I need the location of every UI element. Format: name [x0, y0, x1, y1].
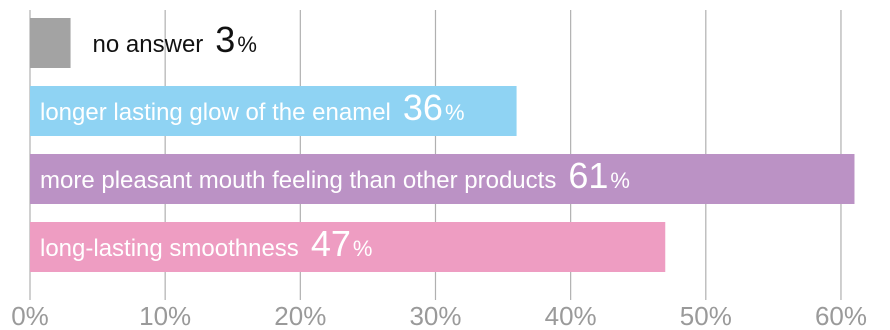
bar-label: long-lasting smoothness 47%: [40, 223, 372, 264]
x-tick-label: 30%: [409, 301, 461, 330]
bar-category-label: longer lasting glow of the enamel: [40, 99, 391, 126]
x-axis-ticks: 0% 10% 20% 30% 40% 50% 60%: [11, 301, 867, 330]
bar-value-label: 36: [403, 87, 443, 128]
bar-unit-label: %: [353, 236, 373, 261]
bar-label: no answer 3%: [93, 19, 257, 60]
bar-category-label: more pleasant mouth feeling than other p…: [40, 167, 556, 194]
bar-label: more pleasant mouth feeling than other p…: [40, 155, 630, 196]
bar-value-label: 61: [568, 155, 608, 196]
x-tick-label: 60%: [815, 301, 867, 330]
x-tick-label: 20%: [274, 301, 326, 330]
bar: [30, 154, 855, 204]
bars: [30, 18, 855, 272]
bar-unit-label: %: [237, 32, 257, 57]
bar-category-label: no answer: [93, 31, 204, 58]
x-tick-label: 0%: [11, 301, 49, 330]
x-tick-label: 40%: [545, 301, 597, 330]
bar: [30, 86, 517, 136]
bar-labels: no answer 3%longer lasting glow of the en…: [40, 19, 630, 264]
bar-label: longer lasting glow of the enamel 36%: [40, 87, 465, 128]
bar-unit-label: %: [610, 168, 630, 193]
bar: [30, 222, 666, 272]
bar-value-label: 47: [311, 223, 351, 264]
x-tick-label: 50%: [680, 301, 732, 330]
x-tick-label: 10%: [139, 301, 191, 330]
bar-category-label: long-lasting smoothness: [40, 235, 299, 262]
bar-value-label: 3: [215, 19, 235, 60]
bar-unit-label: %: [445, 100, 465, 125]
bar: [30, 18, 71, 68]
